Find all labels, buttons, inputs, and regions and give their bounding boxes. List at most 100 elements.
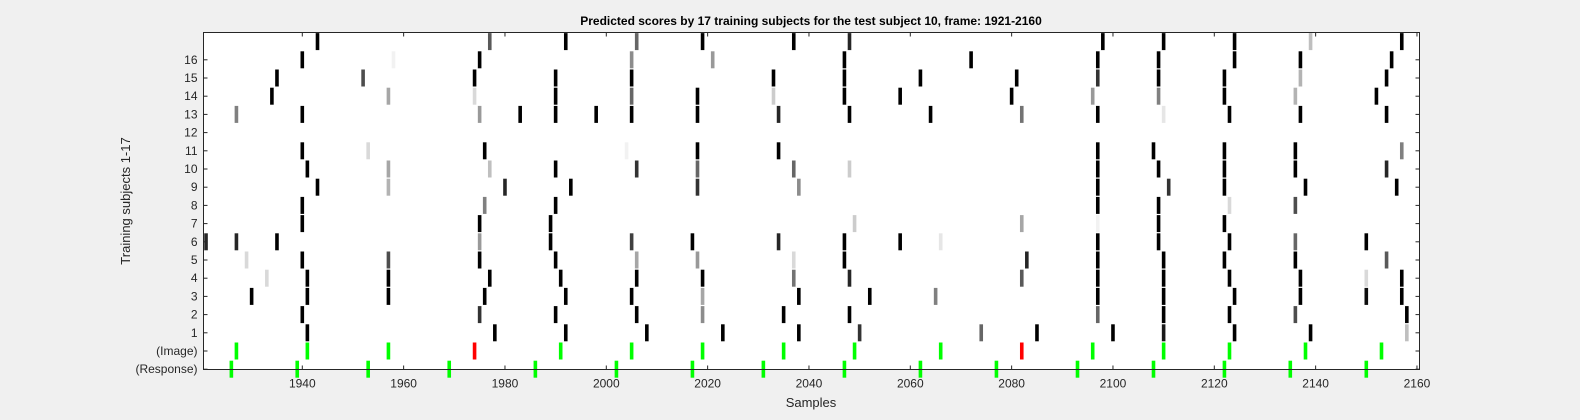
y-tick-label: 8	[191, 198, 198, 212]
score-mark-row-14	[1374, 87, 1379, 105]
x-tick-label: 1980	[492, 377, 519, 391]
score-mark-row-7	[300, 215, 305, 233]
score-mark-row-4	[386, 269, 391, 287]
score-mark-row-6	[1156, 233, 1161, 251]
score-mark-row-14	[386, 87, 391, 105]
x-tick-label: 2160	[1404, 377, 1431, 391]
score-mark-row-3	[1298, 287, 1303, 305]
score-mark-row-16	[1298, 51, 1303, 69]
score-mark-row-15	[553, 69, 558, 87]
y-tick-label: 3	[191, 289, 198, 303]
score-mark-row-16	[300, 51, 305, 69]
score-mark-row-10	[695, 160, 700, 178]
score-mark-row-15	[1014, 69, 1019, 87]
score-mark-row-5	[244, 251, 249, 269]
y-tick-label: (Image)	[156, 344, 197, 358]
y-tick-label: 5	[191, 253, 198, 267]
score-mark-row-5	[477, 251, 482, 269]
x-tick-label: 2120	[1201, 377, 1228, 391]
score-mark-row-13	[847, 105, 852, 123]
score-mark-row-3	[1399, 287, 1404, 305]
image-event-mark	[938, 342, 943, 360]
score-mark-row-7	[1222, 215, 1227, 233]
score-mark-row-4	[791, 269, 796, 287]
score-mark-row-3	[563, 287, 568, 305]
score-mark-row-7	[548, 215, 553, 233]
score-mark-row-14	[1009, 87, 1014, 105]
x-axis-label: Samples	[786, 395, 837, 410]
score-mark-row-2	[847, 306, 852, 324]
y-tick-label: 6	[191, 235, 198, 249]
score-mark-row-2	[553, 306, 558, 324]
score-mark-row-13	[928, 105, 933, 123]
score-mark-row-15	[1384, 69, 1389, 87]
score-mark-row-3	[1364, 287, 1369, 305]
score-mark-row-3	[933, 287, 938, 305]
score-mark-row-5	[1161, 251, 1166, 269]
score-mark-row-5	[1025, 251, 1029, 269]
score-mark-row-3	[1232, 287, 1237, 305]
score-mark-row-13	[1161, 105, 1166, 123]
y-axis-label: Training subjects 1-17	[118, 137, 133, 264]
score-mark-row-17	[1232, 33, 1237, 51]
score-mark-row-3	[1095, 287, 1100, 305]
score-mark-row-2	[1095, 306, 1100, 324]
score-mark-row-17	[1101, 33, 1105, 51]
score-mark-row-13	[1298, 105, 1303, 123]
y-tick-label: 7	[191, 217, 198, 231]
y-tick-label: 1	[191, 326, 198, 340]
score-mark-row-4	[487, 269, 492, 287]
score-mark-row-5	[1293, 251, 1298, 269]
score-mark-row-14	[771, 87, 776, 105]
image-event-mark	[1161, 342, 1166, 360]
score-mark-row-16	[710, 51, 715, 69]
score-mark-row-3	[867, 287, 872, 305]
score-mark-row-6	[234, 233, 239, 251]
score-mark-row-5	[1095, 251, 1100, 269]
score-mark-row-4	[847, 269, 852, 287]
score-mark-row-9	[1394, 178, 1399, 196]
score-mark-row-1	[797, 324, 801, 342]
y-tick-label: 16	[184, 53, 198, 67]
score-mark-row-5	[553, 251, 558, 269]
score-mark-row-6	[1293, 233, 1298, 251]
x-tick-label: 1940	[289, 377, 316, 391]
score-mark-row-1	[563, 324, 568, 342]
score-mark-row-14	[1293, 87, 1298, 105]
plot-frame	[203, 32, 1420, 370]
y-tick-label: 12	[184, 126, 198, 140]
score-mark-row-10	[847, 160, 852, 178]
score-mark-row-10	[1222, 160, 1227, 178]
image-event-mark	[472, 342, 477, 360]
score-mark-row-16	[1156, 51, 1161, 69]
score-mark-row-13	[1384, 105, 1389, 123]
x-tick-label: 2040	[796, 377, 823, 391]
score-mark-row-8	[1095, 196, 1100, 214]
score-mark-row-4	[1227, 269, 1232, 287]
score-mark-row-9	[1166, 178, 1171, 196]
score-mark-row-6	[477, 233, 482, 251]
score-mark-row-17	[563, 33, 568, 51]
score-mark-row-10	[1156, 160, 1161, 178]
image-event-mark	[305, 342, 310, 360]
score-mark-row-11	[482, 142, 487, 160]
image-event-mark	[234, 342, 239, 360]
score-mark-row-11	[1151, 142, 1156, 160]
score-mark-row-17	[1161, 33, 1166, 51]
score-mark-row-15	[1156, 69, 1161, 87]
score-mark-row-14	[1156, 87, 1161, 105]
score-mark-row-14	[695, 87, 700, 105]
score-mark-row-17	[634, 33, 639, 51]
score-mark-row-6	[938, 233, 943, 251]
score-mark-row-13	[518, 105, 522, 123]
score-mark-row-13	[629, 105, 634, 123]
score-mark-row-10	[305, 160, 310, 178]
chart-title: Predicted scores by 17 training subjects…	[580, 14, 1042, 28]
score-mark-row-6	[898, 233, 902, 251]
y-tick-label: 2	[191, 308, 198, 322]
score-mark-row-11	[1222, 142, 1227, 160]
score-mark-row-2	[1293, 306, 1298, 324]
score-mark-row-15	[361, 69, 365, 87]
score-mark-row-3	[700, 287, 705, 305]
score-mark-row-3	[482, 287, 487, 305]
